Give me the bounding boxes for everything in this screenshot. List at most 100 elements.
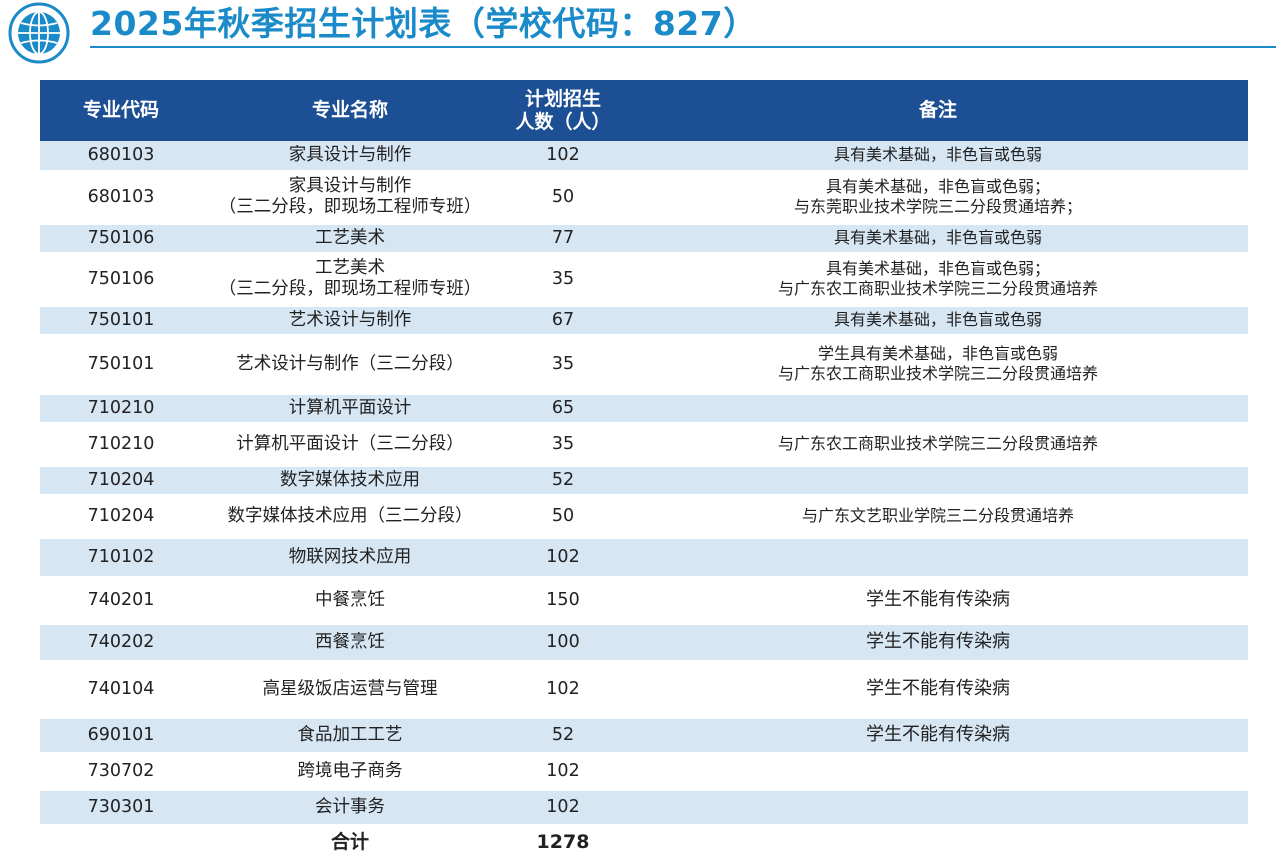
note-cell: 具有美术基础，非色盲或色弱； 与广东农工商职业技术学院三二分段贯通培养 [628, 253, 1248, 305]
note-cell [628, 789, 1248, 825]
major-name-cell: 数字媒体技术应用（三二分段） [202, 495, 498, 537]
note-line: 学生不能有传染病 [866, 631, 1010, 652]
note-cell: 学生不能有传染病 [628, 717, 1248, 753]
major-name-cell: 跨境电子商务 [202, 753, 498, 789]
plan-count-cell: 102 [546, 546, 580, 567]
table-row: 730702 跨境电子商务 102 [40, 753, 1248, 789]
major-code-cell: 750101 [87, 309, 155, 330]
note-line: 学生不能有传染病 [866, 724, 1010, 745]
note-cell: 具有美术基础，非色盲或色弱 [628, 141, 1248, 171]
note-cell: 具有美术基础，非色盲或色弱 [628, 223, 1248, 253]
note-line: 与广东农工商职业技术学院三二分段贯通培养 [777, 364, 1098, 383]
table-row: 710210 计算机平面设计 65 [40, 393, 1248, 423]
plan-count-cell: 35 [551, 433, 575, 454]
major-name-line: 家具设计与制作 [288, 176, 412, 196]
table-row: 680103 家具设计与制作 （三二分段，即现场工程师专班） 50 具有美术基础，非色盲… [40, 171, 1248, 223]
major-name-cell: 家具设计与制作 [202, 141, 498, 171]
table-row: 710204 数字媒体技术应用 52 [40, 465, 1248, 495]
major-name-line: 食品加工工艺 [297, 724, 403, 745]
table-row: 710210 计算机平面设计（三二分段） 35 与广东农工商职业技术学院三二分段贯通培… [40, 423, 1248, 465]
note-cell [628, 753, 1248, 789]
major-name-cell: 西餐烹饪 [202, 623, 498, 661]
note-cell: 学生不能有传染病 [628, 661, 1248, 717]
major-name-cell: 数字媒体技术应用 [202, 465, 498, 495]
total-row: 合计 1278 [40, 825, 1248, 859]
plan-count-cell: 102 [546, 760, 580, 781]
plan-count-cell: 35 [551, 268, 575, 289]
major-code-cell: 740201 [87, 589, 155, 610]
major-name-line: 艺术设计与制作 [288, 309, 412, 330]
column-header-plan-line2: 人数（人） [515, 110, 611, 133]
major-name-line: 工艺美术 [315, 227, 385, 248]
note-cell: 学生具有美术基础，非色盲或色弱 与广东农工商职业技术学院三二分段贯通培养 [628, 335, 1248, 393]
major-name-cell: 计算机平面设计 [202, 393, 498, 423]
major-code-cell: 680103 [87, 144, 155, 165]
total-label: 合计 [202, 825, 498, 859]
table-row: 680103 家具设计与制作 102 具有美术基础，非色盲或色弱 [40, 141, 1248, 171]
plan-count-cell: 52 [551, 724, 575, 745]
column-header-plan-count: 计划招生 人数（人） [498, 80, 628, 141]
plan-count-cell: 150 [546, 589, 580, 610]
note-line: 与广东农工商职业技术学院三二分段贯通培养 [777, 434, 1098, 453]
title-underline [90, 46, 1276, 48]
note-cell: 与广东文艺职业学院三二分段贯通培养 [628, 495, 1248, 537]
note-line: 具有美术基础，非色盲或色弱 [833, 145, 1042, 165]
major-name-cell: 艺术设计与制作 [202, 305, 498, 335]
note-cell: 学生不能有传染病 [628, 577, 1248, 623]
table-row: 730301 会计事务 102 [40, 789, 1248, 825]
plan-count-cell: 77 [551, 227, 575, 248]
table-body: 680103 家具设计与制作 102 具有美术基础，非色盲或色弱 680103 家具设计与… [40, 141, 1248, 859]
note-cell: 具有美术基础，非色盲或色弱； 与东莞职业技术学院三二分段贯通培养； [628, 171, 1248, 223]
major-name-cell: 家具设计与制作 （三二分段，即现场工程师专班） [202, 171, 498, 223]
major-code-cell: 740104 [87, 678, 155, 699]
note-cell [628, 537, 1248, 577]
plan-count-cell: 52 [551, 469, 575, 490]
major-code-cell: 750106 [87, 268, 155, 289]
major-name-cell: 物联网技术应用 [202, 537, 498, 577]
plan-count-cell: 35 [551, 353, 575, 374]
major-code-cell: 750106 [87, 227, 155, 248]
table-row: 750106 工艺美术 77 具有美术基础，非色盲或色弱 [40, 223, 1248, 253]
major-name-cell: 工艺美术 [202, 223, 498, 253]
plan-count-cell: 67 [551, 309, 575, 330]
enrollment-plan-table: 专业代码 专业名称 计划招生 人数（人） 备注 680103 家具设计与制作 102… [40, 80, 1248, 861]
major-name-cell: 高星级饭店运营与管理 [202, 661, 498, 717]
plan-count-cell: 102 [546, 144, 580, 165]
table-row: 740104 高星级饭店运营与管理 102 学生不能有传染病 [40, 661, 1248, 717]
note-cell: 具有美术基础，非色盲或色弱 [628, 305, 1248, 335]
plan-count-cell: 50 [551, 186, 575, 207]
total-value: 1278 [498, 825, 628, 859]
major-name-line: 西餐烹饪 [315, 631, 385, 652]
major-name-line: 高星级饭店运营与管理 [262, 678, 438, 699]
major-name-line: 计算机平面设计（三二分段） [236, 433, 464, 454]
table-row: 750101 艺术设计与制作 67 具有美术基础，非色盲或色弱 [40, 305, 1248, 335]
total-empty-cell [40, 825, 202, 859]
major-name-line: 物联网技术应用 [288, 546, 412, 567]
major-name-line: （三二分段，即现场工程师专班） [218, 279, 482, 299]
major-code-cell: 740202 [87, 631, 155, 652]
major-code-cell: 730702 [87, 760, 155, 781]
major-name-cell: 中餐烹饪 [202, 577, 498, 623]
table-row: 740202 西餐烹饪 100 学生不能有传染病 [40, 623, 1248, 661]
major-name-cell: 艺术设计与制作（三二分段） [202, 335, 498, 393]
major-name-line: （三二分段，即现场工程师专班） [218, 197, 482, 217]
major-name-line: 中餐烹饪 [315, 589, 385, 610]
major-name-cell: 会计事务 [202, 789, 498, 825]
note-line: 具有美术基础，非色盲或色弱 [833, 310, 1042, 329]
column-header-plan-line1: 计划招生 [524, 87, 601, 110]
note-cell: 与广东农工商职业技术学院三二分段贯通培养 [628, 423, 1248, 465]
note-line: 与东莞职业技术学院三二分段贯通培养； [793, 197, 1082, 216]
major-code-cell: 750101 [87, 353, 155, 374]
table-row: 710102 物联网技术应用 102 [40, 537, 1248, 577]
major-name-cell: 食品加工工艺 [202, 717, 498, 753]
major-code-cell: 710210 [87, 433, 155, 454]
table-row: 710204 数字媒体技术应用（三二分段） 50 与广东文艺职业学院三二分段贯通培养 [40, 495, 1248, 537]
major-name-line: 跨境电子商务 [297, 760, 403, 781]
plan-count-cell: 65 [551, 397, 575, 418]
note-cell: 学生不能有传染病 [628, 623, 1248, 661]
table-row: 740201 中餐烹饪 150 学生不能有传染病 [40, 577, 1248, 623]
table-header-row: 专业代码 专业名称 计划招生 人数（人） 备注 [40, 80, 1248, 141]
major-code-cell: 690101 [87, 724, 155, 745]
note-line: 具有美术基础，非色盲或色弱； [825, 259, 1050, 278]
major-code-cell: 680103 [87, 186, 155, 207]
